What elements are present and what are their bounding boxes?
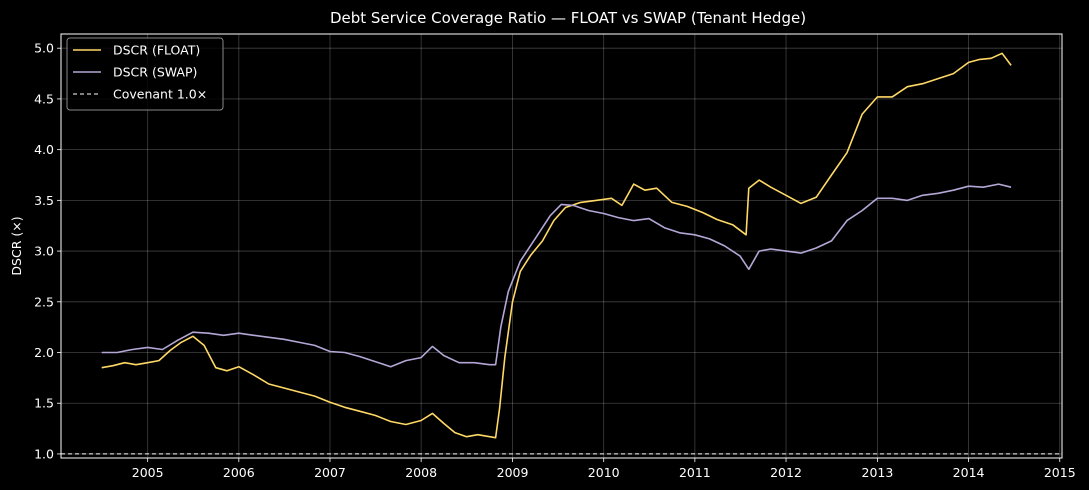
y-tick-label: 3.5 [34,193,54,208]
legend-label: Covenant 1.0× [113,87,207,102]
y-tick-label: 1.5 [34,396,54,411]
y-tick-label: 3.0 [34,244,54,259]
y-axis: 1.0 1.5 2.0 2.5 3.0 3.5 4.0 4.5 5.0 [34,41,61,461]
x-tick-label: 2009 [497,465,529,480]
series-layer [61,52,1062,455]
legend-box [66,37,224,111]
plot-frame [60,33,1063,459]
y-tick-label: 4.0 [34,142,54,157]
y-tick-label: 4.5 [34,91,54,106]
x-tick-label: 2010 [588,465,620,480]
x-axis: 2005 2006 2007 2008 2009 2010 2011 2012 2013 2014… [132,458,1076,480]
y-tick-label: 1.0 [34,446,54,461]
x-tick-label: 2008 [405,465,437,480]
chart-title: Debt Service Coverage Ratio — FLOAT vs S… [330,9,806,27]
x-tick-label: 2005 [132,465,164,480]
x-tick-label: 2015 [1044,465,1076,480]
series-line-0 [101,52,1012,439]
x-tick-label: 2014 [953,465,985,480]
legend-label: DSCR (FLOAT) [113,43,200,58]
series-line-1 [101,183,1012,368]
legend-label: DSCR (SWAP) [113,65,197,80]
legend: DSCR (FLOAT) DSCR (SWAP) Covenant 1.0× [66,37,224,111]
x-tick-label: 2011 [679,465,711,480]
x-tick-label: 2012 [770,465,802,480]
y-tick-label: 2.5 [34,294,54,309]
x-tick-label: 2007 [314,465,346,480]
y-axis-label: DSCR (×) [9,216,24,275]
y-tick-label: 5.0 [34,41,54,56]
grid-lines [61,34,1062,458]
x-tick-label: 2013 [862,465,894,480]
y-tick-label: 2.0 [34,345,54,360]
x-tick-label: 2006 [223,465,255,480]
